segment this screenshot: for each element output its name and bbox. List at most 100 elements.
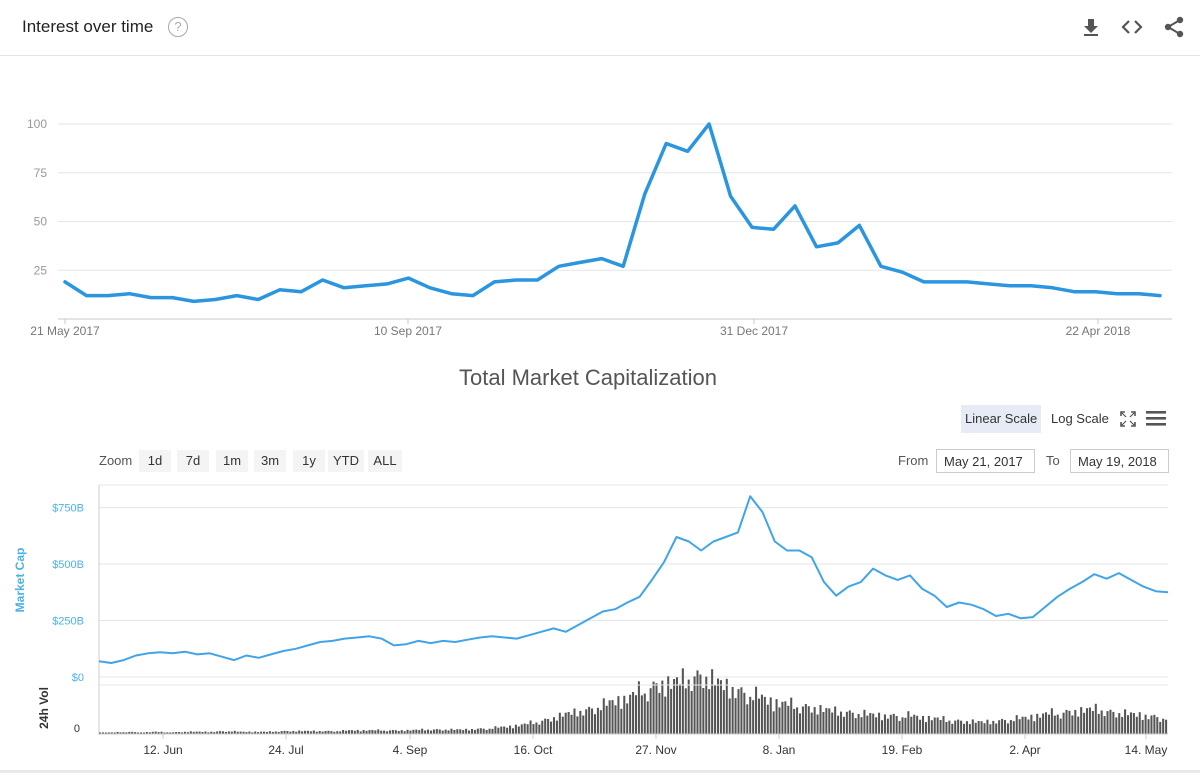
volume-bar [567, 712, 570, 734]
zoom-ytd-button[interactable]: YTD [328, 450, 364, 472]
volume-bar [517, 726, 520, 734]
volume-bar [274, 731, 277, 734]
volume-bar [1039, 717, 1042, 734]
volume-bar [860, 717, 863, 734]
volume-bar [210, 731, 213, 734]
volume-bar [933, 717, 936, 734]
volume-bar [848, 710, 851, 734]
volume-bar [719, 680, 722, 734]
volume-bar [321, 731, 324, 734]
volume-bar [494, 726, 497, 734]
volume-bar [503, 726, 506, 734]
cap-y-tick-label: $250B [52, 616, 84, 628]
volume-bar [160, 731, 163, 734]
volume-bar [722, 690, 725, 734]
from-label: From [898, 453, 929, 468]
volume-bar [154, 731, 157, 734]
volume-bar [263, 731, 266, 734]
volume-bar [892, 713, 895, 734]
volume-bar [605, 705, 608, 734]
cap-x-tick-label: 2. Apr [1009, 743, 1040, 757]
volume-bar [424, 730, 427, 734]
volume-bar [998, 720, 1001, 734]
zoom-3m-button[interactable]: 3m [254, 450, 286, 472]
volume-bar [415, 729, 418, 734]
volume-bar [678, 684, 681, 734]
volume-bar [468, 730, 471, 734]
volume-bar [1074, 709, 1077, 734]
volume-bar [599, 710, 602, 734]
volume-bar [535, 722, 538, 734]
to-date-input[interactable]: May 19, 2018 [1070, 449, 1169, 473]
cap-x-tick-label: 24. Jul [268, 743, 303, 757]
download-icon[interactable] [1080, 16, 1102, 38]
fullscreen-icon[interactable] [1119, 410, 1137, 428]
volume-bar [623, 695, 626, 734]
volume-bar [1071, 715, 1074, 734]
volume-bar [151, 731, 154, 734]
volume-bar [596, 707, 599, 734]
volume-bar [236, 731, 239, 734]
volume-bar [301, 731, 304, 734]
cap-x-tick-label: 16. Oct [514, 743, 553, 757]
volume-bar [696, 670, 699, 734]
help-icon[interactable]: ? [168, 17, 188, 37]
volume-bar [1138, 712, 1141, 734]
volume-bar [626, 703, 629, 734]
volume-bar [807, 706, 810, 734]
zoom-1y-button[interactable]: 1y [293, 450, 325, 472]
zoom-all-button[interactable]: ALL [368, 450, 402, 472]
volume-bar [292, 731, 295, 734]
volume-bar [813, 707, 816, 734]
volume-bar [781, 701, 784, 734]
volume-bar [775, 699, 778, 734]
zoom-1d-button[interactable]: 1d [139, 450, 171, 472]
volume-bar [889, 714, 892, 734]
volume-bar [1042, 713, 1045, 734]
volume-bar [649, 688, 652, 734]
volume-bar [547, 719, 550, 734]
volume-bar [1112, 711, 1115, 734]
volume-bar [866, 715, 869, 734]
share-icon[interactable] [1163, 16, 1185, 38]
volume-bar [1059, 718, 1062, 734]
log-scale-button[interactable]: Log Scale [1051, 411, 1109, 426]
volume-bar [837, 715, 840, 734]
volume-bar [1062, 712, 1065, 734]
volume-bar [919, 719, 922, 734]
volume-bar [617, 696, 620, 734]
linear-scale-button[interactable]: Linear Scale [961, 405, 1042, 433]
volume-bar [148, 732, 151, 734]
volume-bar [857, 714, 860, 734]
volume-bar [907, 711, 910, 734]
menu-icon[interactable] [1146, 409, 1166, 427]
volume-bar [421, 728, 424, 734]
volume-bar [772, 711, 775, 734]
volume-bar [1150, 715, 1153, 734]
volume-bar [839, 711, 843, 734]
volume-bar [514, 724, 517, 734]
volume-bar [992, 720, 995, 734]
volume-bar [629, 694, 632, 734]
volume-bar [875, 717, 878, 734]
volume-bar [470, 729, 473, 734]
volume-bar [365, 730, 368, 734]
volume-bar [1129, 712, 1132, 734]
embed-icon[interactable] [1121, 16, 1143, 38]
volume-bar [913, 714, 916, 734]
zoom-7d-button[interactable]: 7d [177, 450, 209, 472]
volume-bar [254, 731, 257, 734]
volume-bar [380, 730, 383, 734]
volume-bar [1044, 712, 1048, 734]
volume-bar [995, 723, 998, 734]
volume-bar [793, 708, 796, 734]
volume-bar [910, 716, 913, 734]
volume-bar [280, 731, 283, 734]
volume-bar [309, 731, 312, 734]
volume-bar [1115, 717, 1118, 734]
volume-bar [128, 731, 131, 734]
volume-bar [661, 680, 664, 734]
zoom-1m-button[interactable]: 1m [216, 450, 248, 472]
from-date-input[interactable]: May 21, 2017 [936, 449, 1035, 473]
volume-bar [511, 728, 515, 734]
